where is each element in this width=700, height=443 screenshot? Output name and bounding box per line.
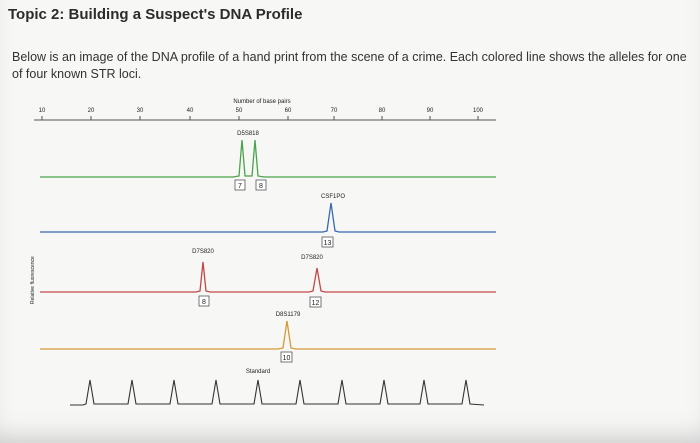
allele-box-8b	[198, 295, 210, 307]
allele-label-8a: 8	[259, 183, 263, 190]
allele-box-8a	[255, 179, 267, 191]
tick-label-40: 40	[187, 108, 194, 114]
standard-trace-line	[70, 379, 485, 406]
y-axis-label: Relative fluorescence	[30, 256, 36, 304]
tick-label-50: 50	[236, 108, 243, 114]
allele-label-10: 10	[283, 355, 291, 362]
standard-label: Standard	[246, 369, 270, 375]
green-trace-line	[40, 139, 496, 178]
locus-csf1po-trace: CSF1PO 13	[40, 194, 496, 248]
allele-label-8b: 8	[202, 299, 206, 306]
tick-label-60: 60	[285, 108, 292, 114]
blue-trace-line	[40, 202, 496, 233]
locus-label-d5s818: D5S818	[237, 131, 259, 137]
orange-trace-line	[40, 320, 496, 350]
tick-label-70: 70	[331, 108, 338, 114]
tick-label-10: 10	[39, 108, 46, 114]
allele-label-13: 13	[324, 240, 332, 247]
locus-label-csf1po: CSF1PO	[321, 194, 345, 200]
axis-title: Number of base pairs	[233, 99, 290, 105]
locus-d7s820-trace: D7S820 D7S820 8 12	[40, 249, 496, 308]
allele-box-7	[234, 179, 246, 191]
tick-label-100: 100	[473, 108, 484, 114]
tick-label-80: 80	[379, 108, 386, 114]
allele-box-13	[321, 236, 334, 248]
locus-d5s818-trace: D5S818 7 8	[40, 131, 496, 191]
tick-label-20: 20	[88, 108, 95, 114]
axis-ticks: 10 20 30 40 50 60 70 80 90 100	[39, 108, 484, 120]
tick-label-30: 30	[137, 108, 144, 114]
page-title: Topic 2: Building a Suspect's DNA Profil…	[8, 6, 303, 23]
locus-label-d8s1179: D8S1179	[276, 312, 301, 318]
locus-d8s1179-trace: D8S1179 10	[40, 312, 496, 363]
allele-box-10	[280, 351, 293, 363]
locus-label-d7s820-left: D7S820	[192, 249, 214, 255]
red-trace-line	[40, 261, 496, 293]
allele-label-12: 12	[312, 300, 320, 307]
allele-box-12	[309, 296, 322, 308]
page-description: Below is an image of the DNA profile of …	[12, 50, 687, 81]
standard-ladder-trace: Standard	[70, 369, 485, 406]
allele-label-7: 7	[238, 183, 242, 190]
tick-label-90: 90	[427, 108, 434, 114]
locus-label-d7s820-right: D7S820	[301, 255, 323, 261]
